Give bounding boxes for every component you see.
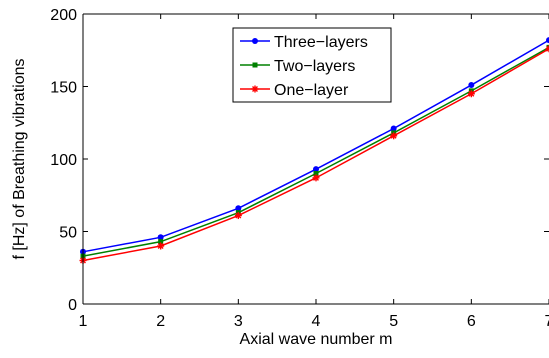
data-point — [313, 174, 320, 181]
data-point — [157, 243, 164, 250]
legend-marker — [252, 86, 259, 93]
legend-label: Two−layers — [274, 58, 355, 75]
x-tick-label: 5 — [389, 313, 398, 330]
data-point — [468, 90, 475, 97]
x-tick-label: 7 — [545, 313, 549, 330]
x-tick-label: 1 — [79, 313, 88, 330]
y-tick-label: 0 — [68, 297, 77, 314]
y-axis-label: f [Hz] of Breathing vibrations — [11, 59, 28, 260]
x-tick-label: 4 — [312, 313, 321, 330]
y-tick-label: 50 — [59, 225, 77, 242]
legend-label: One−layer — [274, 82, 349, 99]
data-point — [235, 212, 242, 219]
x-tick-label: 3 — [234, 313, 243, 330]
x-tick-label: 6 — [467, 313, 476, 330]
x-axis-label: Axial wave number m — [240, 331, 393, 348]
data-point — [468, 82, 474, 88]
x-tick-label: 2 — [156, 313, 165, 330]
y-tick-label: 150 — [50, 80, 77, 97]
y-tick-label: 100 — [50, 152, 77, 169]
y-tick-label: 200 — [50, 7, 77, 24]
legend-marker — [252, 38, 258, 44]
legend-marker — [253, 63, 258, 68]
legend: Three−layers Two−layers One−layer — [233, 28, 391, 102]
data-point — [390, 132, 397, 139]
legend-label: Three−layers — [274, 34, 368, 51]
